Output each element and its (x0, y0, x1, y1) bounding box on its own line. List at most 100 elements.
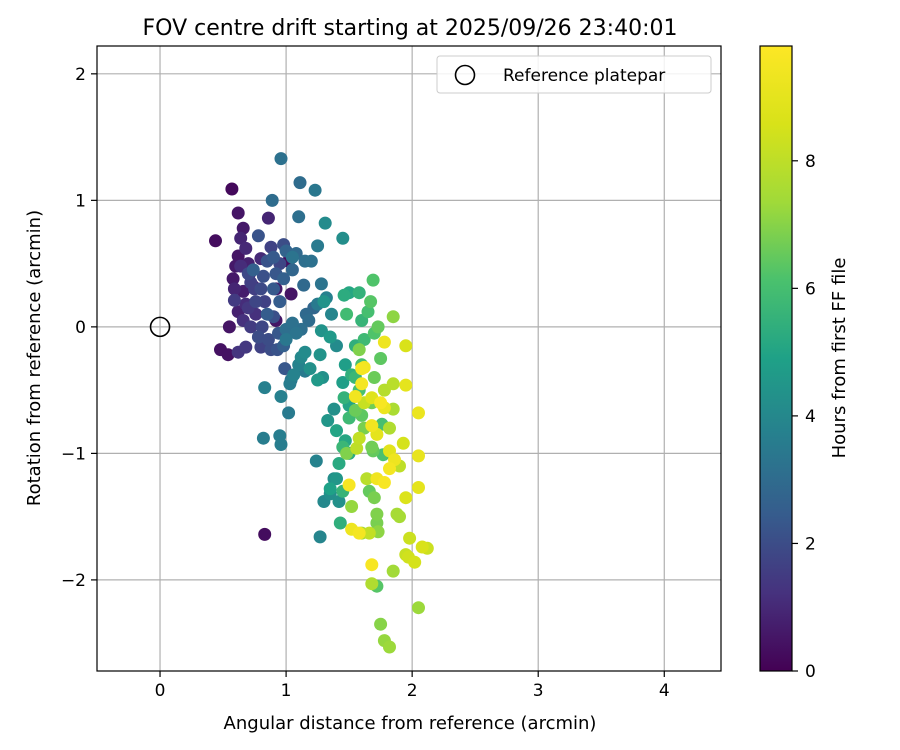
data-point (321, 414, 335, 427)
data-point (383, 462, 396, 476)
colorbar-gradient (759, 45, 793, 672)
data-point (258, 527, 272, 541)
data-point (297, 278, 311, 292)
data-point (239, 241, 253, 255)
reference-platepar-marker (149, 316, 171, 338)
data-point (254, 282, 268, 296)
data-point (287, 368, 301, 382)
data-point (244, 320, 258, 334)
data-point (348, 403, 362, 417)
data-point (274, 438, 288, 451)
data-point (408, 555, 422, 569)
data-point (399, 339, 413, 353)
data-point (332, 457, 346, 470)
data-point (267, 250, 280, 264)
data-point (298, 345, 312, 359)
data-point (255, 320, 269, 334)
data-point (412, 481, 425, 494)
data-point (362, 526, 376, 540)
data-point (309, 454, 323, 468)
data-point (371, 320, 385, 334)
data-point (282, 406, 296, 420)
data-point (350, 441, 364, 455)
data-point (412, 406, 425, 420)
data-point (352, 343, 366, 357)
y-tick-label: 0 (75, 318, 86, 338)
data-point (403, 531, 417, 545)
data-point (415, 540, 429, 554)
data-point (340, 446, 354, 460)
data-point (370, 507, 384, 521)
data-point (393, 510, 406, 524)
data-point (258, 295, 272, 309)
legend-box (436, 55, 712, 94)
x-axis-label: Angular distance from reference (arcmin) (224, 713, 597, 734)
data-point (285, 250, 299, 264)
y-axis-label: Rotation from reference (arcmin) (24, 210, 45, 506)
data-point (273, 295, 287, 309)
axes-frame (96, 45, 722, 672)
data-point (261, 333, 275, 346)
data-point (318, 216, 332, 230)
data-point (251, 229, 265, 243)
data-point (333, 516, 347, 530)
data-point (367, 491, 381, 505)
data-point (336, 231, 350, 245)
data-point (260, 307, 274, 321)
data-point (361, 305, 375, 319)
data-point (360, 472, 374, 486)
data-point (336, 376, 350, 389)
data-point (311, 373, 325, 387)
data-point (249, 295, 263, 309)
colorbar-tick-label: 8 (805, 152, 816, 172)
data-point (317, 295, 331, 309)
data-point (399, 378, 413, 392)
data-point (303, 362, 317, 376)
colorbar-ticks: 0 2 4 6 8 (792, 152, 816, 682)
data-point (256, 269, 270, 283)
data-point (365, 440, 379, 454)
data-point (264, 240, 278, 254)
data-point (364, 295, 378, 309)
data-point (261, 211, 275, 225)
data-point (274, 152, 288, 166)
data-point (231, 206, 245, 220)
data-point (279, 333, 293, 346)
legend-label: Reference platepar (503, 66, 665, 86)
grid (97, 46, 721, 671)
data-point (386, 564, 400, 578)
y-axis-ticks: −2 −1 0 1 2 (61, 65, 97, 591)
data-point (311, 239, 325, 253)
colorbar-label: Hours from first FF file (829, 258, 850, 459)
data-point (374, 617, 388, 631)
data-point (274, 390, 288, 403)
data-point (340, 307, 354, 321)
data-point (352, 286, 366, 300)
data-point (285, 263, 299, 277)
data-point (352, 431, 366, 445)
data-point (355, 362, 369, 376)
colorbar-tick-label: 2 (805, 534, 816, 554)
x-tick-label: 1 (281, 681, 292, 701)
data-point (256, 431, 270, 445)
data-points (209, 152, 434, 654)
chart-title: FOV centre drift starting at 2025/09/26 … (143, 16, 678, 41)
legend-marker (454, 64, 476, 86)
data-point (304, 254, 318, 268)
data-point (265, 193, 279, 207)
data-point (337, 391, 351, 405)
y-tick-label: 1 (75, 191, 86, 211)
data-point (313, 348, 327, 362)
data-point (412, 601, 425, 615)
data-point (323, 330, 337, 344)
data-point (345, 500, 359, 513)
data-point (386, 310, 400, 324)
data-point (377, 335, 391, 349)
data-point (374, 352, 388, 365)
data-point (367, 371, 381, 384)
data-point (267, 282, 280, 296)
x-tick-label: 2 (407, 681, 418, 701)
data-point (386, 377, 400, 391)
x-axis-ticks: 0 1 2 3 4 (155, 671, 670, 701)
